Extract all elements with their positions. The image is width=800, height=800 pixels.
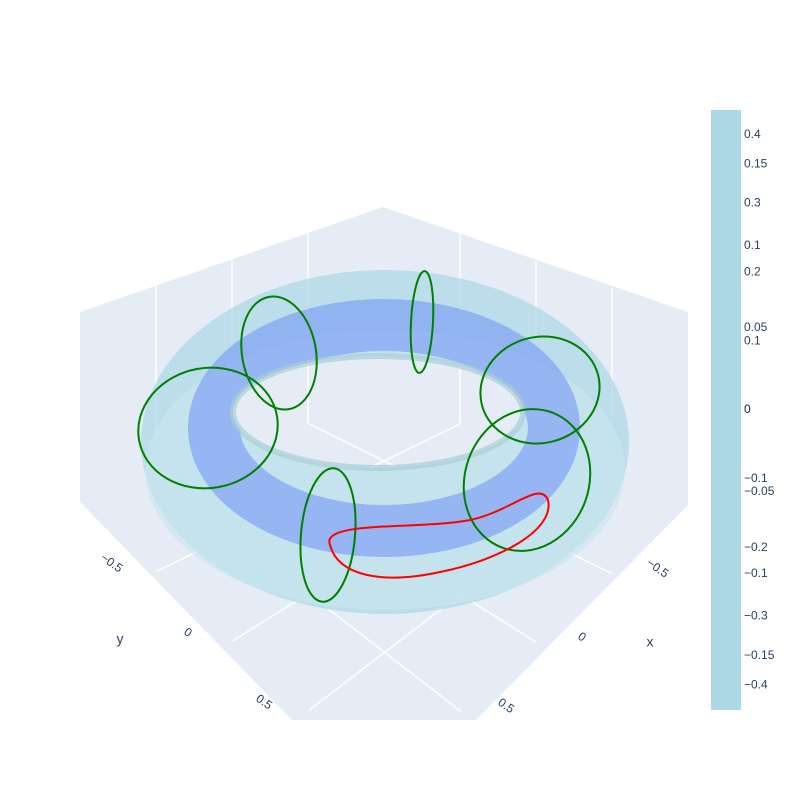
torus-band bbox=[188, 299, 580, 557]
colorbar-tick-label: −0.2 bbox=[744, 540, 768, 554]
colorbar-tick-label: 0.4 bbox=[744, 127, 761, 141]
colorbar: −0.4−0.3−0.2−0.100.10.20.30.4−0.15−0.1−0… bbox=[711, 110, 775, 710]
x-tick-label: 0 bbox=[575, 629, 589, 644]
contour-loop bbox=[299, 467, 357, 603]
colorbar-tick-label: 0.15 bbox=[744, 156, 768, 170]
contour-loop bbox=[137, 366, 279, 490]
torus bbox=[141, 270, 629, 614]
colorbar-tick-label: 0.1 bbox=[744, 238, 761, 252]
torus-scene bbox=[137, 270, 629, 614]
x-axis-title: x bbox=[647, 634, 654, 650]
contour-loop bbox=[409, 270, 435, 374]
colorbar-tick-label: −0.1 bbox=[744, 566, 768, 580]
colorbar-tick-label: 0.05 bbox=[744, 320, 768, 334]
y-tick-label: −0.5 bbox=[98, 550, 126, 575]
contour-loop bbox=[240, 295, 318, 411]
colorbar-tick-label: −0.15 bbox=[744, 648, 775, 662]
contour-loop bbox=[462, 408, 592, 552]
colorbar-tick-label: 0.3 bbox=[744, 196, 761, 210]
x-tick-label: −0.5 bbox=[644, 556, 672, 581]
colorbar-tick-label: −0.3 bbox=[744, 609, 768, 623]
colorbar-tick-label: 0 bbox=[744, 402, 751, 416]
contour-loop bbox=[479, 335, 601, 445]
colorbar-tick-label: −0.05 bbox=[744, 484, 775, 498]
colorbar-tick-label: 0.1 bbox=[744, 333, 761, 347]
colorbar-tick-label: −0.1 bbox=[744, 471, 768, 485]
hole-rim bbox=[230, 353, 526, 471]
highlight-loop bbox=[328, 492, 550, 579]
colorbar-tick-label: 0.2 bbox=[744, 265, 761, 279]
y-axis-title: y bbox=[117, 631, 124, 647]
y-tick-label: 0 bbox=[181, 625, 195, 640]
colorbar-tick-label: 0 bbox=[744, 402, 751, 416]
x-tick-label: 0.5 bbox=[495, 695, 517, 716]
colorbar-tick-label: −0.4 bbox=[744, 677, 768, 691]
colorbar-bar bbox=[711, 110, 741, 710]
